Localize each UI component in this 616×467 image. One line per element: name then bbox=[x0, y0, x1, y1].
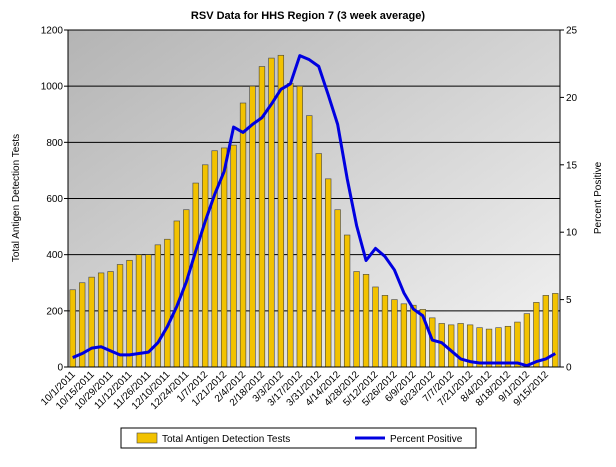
bar bbox=[97, 272, 105, 368]
bar bbox=[306, 115, 313, 368]
bar bbox=[429, 317, 436, 368]
bar bbox=[514, 321, 521, 368]
bar bbox=[135, 254, 143, 368]
bar bbox=[239, 102, 247, 368]
legend-label: Percent Positive bbox=[390, 434, 463, 445]
bar bbox=[126, 259, 133, 368]
bar bbox=[88, 276, 95, 368]
y-tick-label: 1000 bbox=[41, 82, 64, 93]
bar bbox=[220, 147, 228, 368]
bar bbox=[202, 164, 209, 368]
y-tick-label: 800 bbox=[46, 138, 63, 149]
y-tick-label: 1200 bbox=[41, 26, 64, 37]
legend-label: Total Antigen Detection Tests bbox=[162, 434, 290, 445]
bar bbox=[343, 234, 351, 368]
bar bbox=[372, 286, 379, 368]
bar bbox=[504, 325, 512, 368]
bar bbox=[296, 85, 303, 368]
chart-title: RSV Data for HHS Region 7 (3 week averag… bbox=[191, 10, 425, 22]
y-tick-label: 600 bbox=[46, 194, 63, 205]
y2-tick-label: 10 bbox=[566, 228, 578, 239]
y2-tick-label: 20 bbox=[566, 93, 578, 104]
bar bbox=[410, 304, 417, 368]
bar bbox=[116, 264, 124, 368]
plot-border bbox=[67, 29, 561, 368]
y2-tick-label: 0 bbox=[566, 363, 572, 374]
bar bbox=[334, 209, 341, 368]
bar bbox=[362, 274, 370, 368]
bar bbox=[381, 295, 389, 368]
bar bbox=[164, 238, 171, 368]
bar bbox=[400, 303, 408, 368]
legend-swatch bbox=[136, 432, 158, 444]
legend bbox=[120, 427, 477, 449]
bar bbox=[325, 178, 332, 368]
y2-tick-label: 25 bbox=[566, 26, 578, 37]
bar bbox=[448, 324, 455, 368]
bar bbox=[485, 328, 493, 368]
bar bbox=[391, 299, 398, 368]
bar bbox=[249, 85, 256, 368]
y2-tick-label: 15 bbox=[566, 160, 578, 171]
bar bbox=[277, 54, 285, 368]
bar bbox=[173, 220, 180, 368]
y-tick-label: 400 bbox=[46, 250, 63, 261]
bar bbox=[287, 83, 294, 368]
y-tick-label: 0 bbox=[57, 363, 63, 374]
bar bbox=[533, 302, 540, 368]
bar bbox=[154, 244, 162, 368]
line bbox=[72, 54, 557, 368]
bar bbox=[192, 182, 199, 368]
bar bbox=[353, 271, 360, 368]
bar bbox=[258, 66, 266, 368]
y-tick-label: 200 bbox=[46, 306, 63, 317]
bar bbox=[211, 150, 218, 368]
bar bbox=[476, 327, 483, 368]
y-axis-label: Total Antigen Detection Tests bbox=[11, 134, 22, 262]
bar bbox=[230, 144, 237, 368]
bar bbox=[315, 153, 322, 368]
bar bbox=[495, 327, 502, 368]
bar bbox=[523, 313, 531, 368]
y2-tick-label: 5 bbox=[566, 295, 572, 306]
y2-axis-label: Percent Positive bbox=[593, 161, 604, 234]
